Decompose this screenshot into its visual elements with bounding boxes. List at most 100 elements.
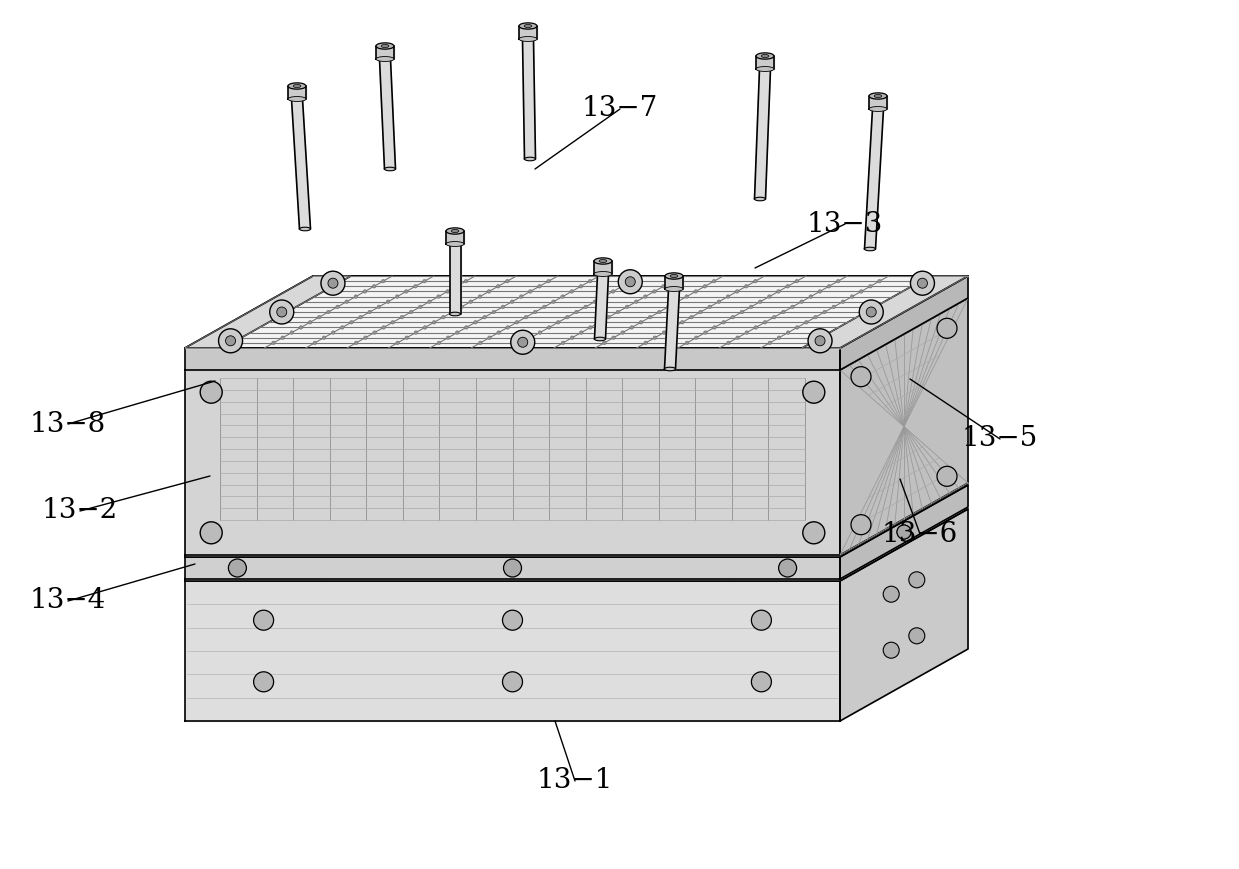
Circle shape [506, 279, 509, 283]
Ellipse shape [865, 247, 876, 251]
Circle shape [699, 310, 703, 314]
Circle shape [400, 315, 404, 319]
Ellipse shape [384, 167, 395, 171]
Circle shape [497, 331, 501, 335]
Circle shape [422, 279, 426, 283]
Circle shape [908, 627, 924, 644]
Circle shape [372, 284, 375, 289]
Circle shape [740, 310, 743, 314]
Circle shape [611, 289, 615, 293]
Circle shape [218, 328, 243, 353]
Circle shape [589, 326, 592, 329]
Polygon shape [593, 261, 612, 274]
Circle shape [787, 331, 790, 335]
Circle shape [831, 305, 835, 308]
Circle shape [722, 321, 726, 324]
Circle shape [405, 336, 409, 340]
Circle shape [465, 279, 468, 283]
Circle shape [518, 337, 528, 348]
Polygon shape [185, 298, 968, 370]
Circle shape [639, 321, 643, 324]
Text: 13−7: 13−7 [582, 96, 658, 123]
Polygon shape [185, 370, 840, 555]
Circle shape [908, 572, 924, 587]
Circle shape [424, 326, 426, 329]
Circle shape [767, 295, 771, 298]
Circle shape [322, 336, 326, 340]
Circle shape [653, 289, 657, 293]
Circle shape [354, 341, 358, 345]
Circle shape [911, 271, 934, 295]
Circle shape [869, 284, 872, 289]
Circle shape [349, 321, 353, 324]
Circle shape [658, 310, 662, 314]
Circle shape [680, 321, 684, 324]
Polygon shape [446, 231, 463, 244]
Text: 13−2: 13−2 [42, 497, 118, 525]
Ellipse shape [593, 258, 612, 264]
Circle shape [561, 341, 565, 345]
Ellipse shape [761, 55, 769, 57]
Polygon shape [291, 99, 311, 229]
Circle shape [317, 315, 321, 319]
Circle shape [597, 321, 601, 324]
Circle shape [276, 307, 286, 317]
Ellipse shape [600, 260, 607, 262]
Circle shape [694, 289, 698, 293]
Ellipse shape [519, 23, 536, 30]
Circle shape [468, 300, 472, 303]
Text: 13−3: 13−3 [807, 210, 883, 237]
Circle shape [602, 295, 606, 298]
Circle shape [883, 642, 900, 658]
Circle shape [437, 341, 441, 345]
Circle shape [492, 310, 496, 314]
Circle shape [808, 328, 833, 353]
Circle shape [707, 305, 711, 308]
Circle shape [704, 331, 707, 335]
Circle shape [201, 521, 222, 544]
Circle shape [373, 331, 377, 335]
Polygon shape [840, 276, 968, 370]
Circle shape [299, 326, 302, 329]
Polygon shape [185, 581, 840, 721]
Circle shape [556, 321, 560, 324]
Circle shape [460, 305, 463, 308]
Circle shape [675, 300, 679, 303]
Circle shape [644, 341, 648, 345]
Circle shape [694, 336, 698, 340]
Circle shape [570, 289, 574, 293]
Circle shape [320, 561, 339, 580]
Circle shape [409, 310, 413, 314]
Circle shape [503, 559, 522, 577]
Polygon shape [450, 244, 461, 314]
Circle shape [327, 310, 330, 314]
Circle shape [363, 336, 367, 340]
Circle shape [392, 321, 394, 324]
Polygon shape [185, 557, 840, 579]
Circle shape [815, 335, 825, 346]
Circle shape [270, 300, 294, 324]
Circle shape [228, 559, 247, 577]
Circle shape [529, 336, 533, 340]
Circle shape [561, 295, 565, 298]
Circle shape [529, 289, 533, 293]
Circle shape [548, 326, 551, 329]
Circle shape [336, 305, 339, 308]
Text: 13−4: 13−4 [30, 587, 107, 614]
Circle shape [735, 289, 738, 293]
Polygon shape [840, 298, 968, 555]
Ellipse shape [446, 228, 463, 234]
Polygon shape [185, 509, 968, 581]
Circle shape [751, 672, 772, 692]
Ellipse shape [375, 56, 394, 62]
Polygon shape [664, 289, 679, 369]
Circle shape [726, 341, 730, 345]
Circle shape [538, 284, 541, 289]
Circle shape [584, 305, 587, 308]
Circle shape [877, 279, 881, 283]
Circle shape [618, 269, 642, 294]
Polygon shape [287, 86, 306, 99]
Polygon shape [595, 274, 608, 339]
Circle shape [538, 331, 541, 335]
Circle shape [803, 381, 825, 403]
